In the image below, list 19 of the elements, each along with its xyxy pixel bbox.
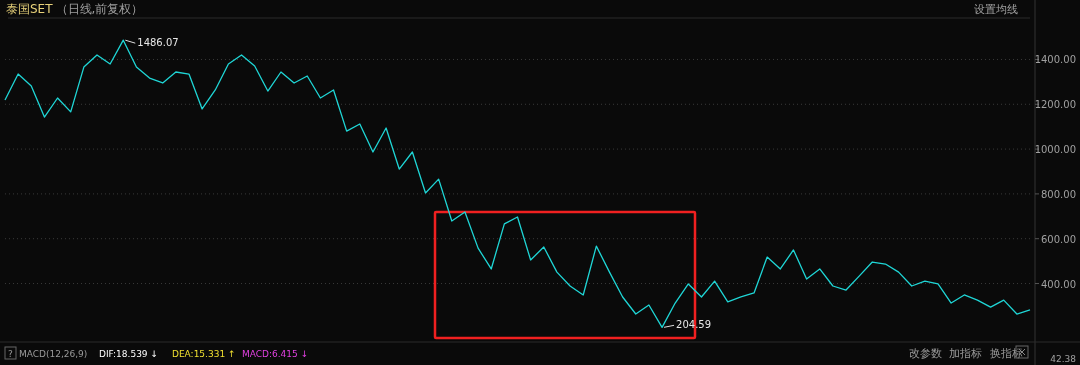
text: 改参数 <box>908 347 942 360</box>
text: DIF:18.539 ↓ <box>99 349 158 359</box>
chart-title: 泰国SET <box>6 2 54 16</box>
y-tick-label: 800.00 <box>1041 188 1076 200</box>
text: MACD:6.415 ↓ <box>242 349 309 359</box>
text: MACD(12,26,9) <box>19 349 88 359</box>
line-series <box>4 39 1031 328</box>
text: DEA:15.331 ↑ <box>172 349 236 359</box>
chart-subtitle: （日线,前复权） <box>55 2 144 16</box>
y-tick-label: 600.00 <box>1041 233 1076 245</box>
y-tick-label: 1200.00 <box>1034 99 1076 111</box>
text: 加指标 <box>948 347 982 360</box>
text: 设置均线 <box>974 3 1018 16</box>
annotation: 1486.07 <box>137 37 179 49</box>
y-tick-label: 400.00 <box>1041 278 1076 290</box>
text: 42.38 <box>1050 354 1077 364</box>
y-tick-label: 1000.00 <box>1034 144 1076 156</box>
text: ? <box>8 349 14 359</box>
y-tick-label: 1400.00 <box>1034 54 1076 66</box>
